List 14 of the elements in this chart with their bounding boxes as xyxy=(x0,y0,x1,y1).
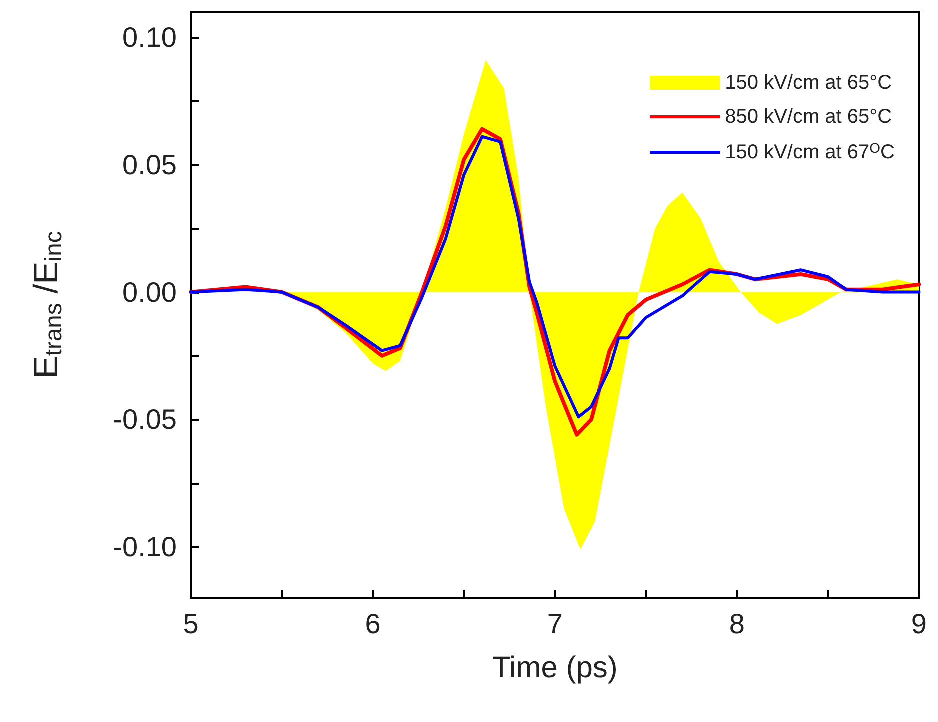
y-tick-label: 0.10 xyxy=(122,22,177,53)
y-axis-title: Etrans /Einc xyxy=(27,231,68,379)
y-tick-label: 0.05 xyxy=(122,149,177,180)
legend-label: 850 kV/cm at 65°C xyxy=(725,106,892,128)
x-tick-label: 7 xyxy=(547,608,563,640)
x-tick-label: 5 xyxy=(183,608,199,640)
y-tick-label: 0.00 xyxy=(122,276,177,308)
legend-label: 150 kV/cm at 65°C xyxy=(725,72,892,94)
x-axis-title: Time (ps) xyxy=(492,652,618,684)
x-tick-label: 8 xyxy=(729,608,745,640)
y-tick-label: -0.10 xyxy=(113,532,177,563)
x-tick-label: 9 xyxy=(911,608,928,640)
x-tick-label: 6 xyxy=(365,608,381,640)
y-tick-label: -0.05 xyxy=(113,404,177,436)
